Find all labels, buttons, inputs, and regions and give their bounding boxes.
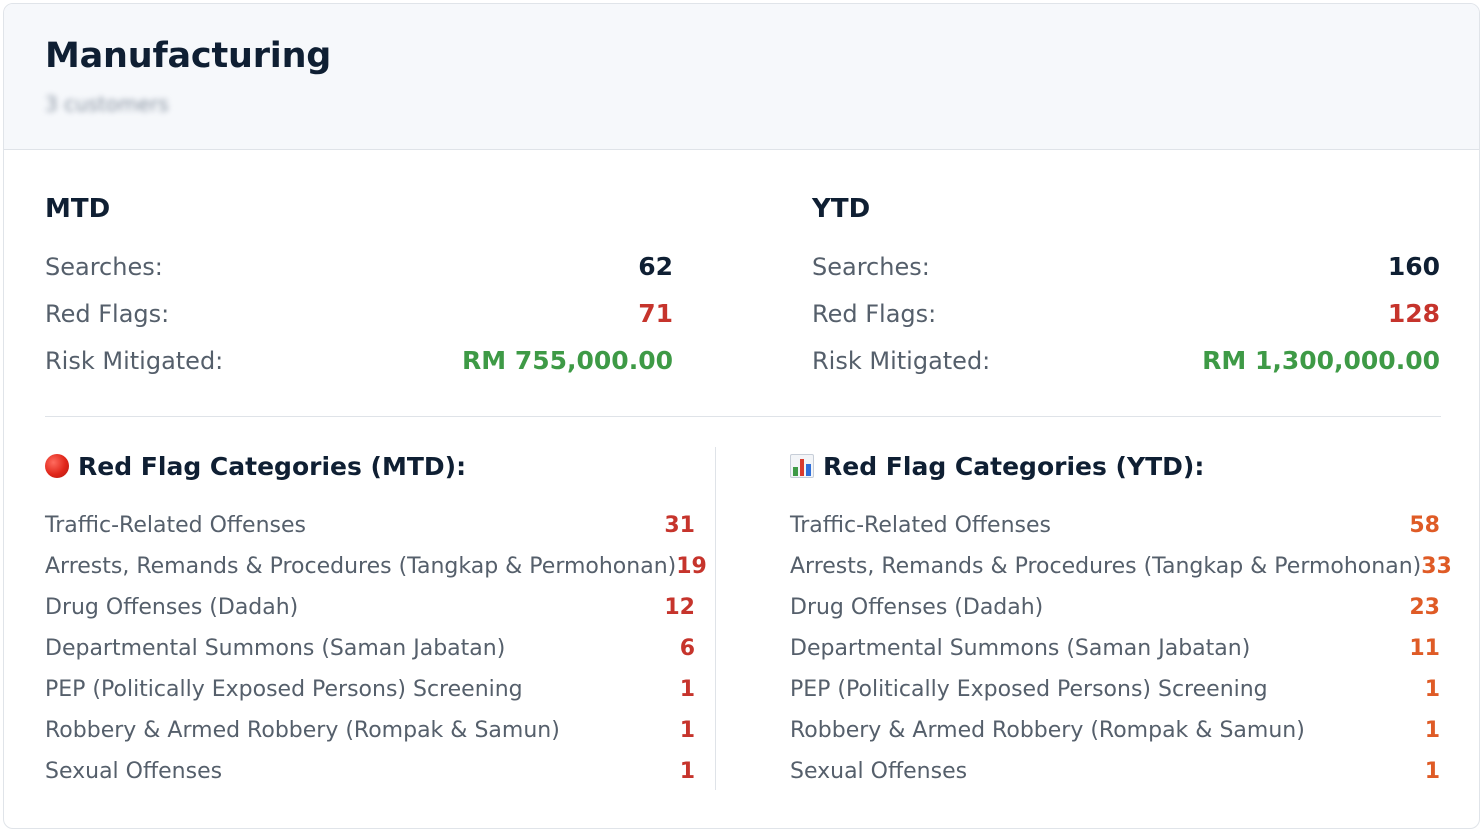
industry-card: Manufacturing 3 customers MTD Searches: … bbox=[3, 3, 1480, 829]
stat-label: Red Flags: bbox=[45, 299, 170, 328]
category-count: 1 bbox=[679, 718, 695, 743]
ytd-risk-mitigated-value: RM 1,300,000.00 bbox=[1202, 346, 1440, 375]
category-row: Traffic-Related Offenses 58 bbox=[790, 505, 1440, 546]
ytd-searches-value: 160 bbox=[1387, 252, 1440, 281]
bar-chart-icon bbox=[790, 454, 814, 478]
ytd-red-flags-value: 128 bbox=[1387, 299, 1440, 328]
mtd-risk-mitigated-value: RM 755,000.00 bbox=[462, 346, 673, 375]
category-label: Traffic-Related Offenses bbox=[790, 513, 1051, 538]
stat-label: Risk Mitigated: bbox=[812, 346, 991, 375]
card-header: Manufacturing 3 customers bbox=[4, 4, 1479, 150]
category-row: Arrests, Remands & Procedures (Tangkap &… bbox=[790, 546, 1452, 587]
category-label: Departmental Summons (Saman Jabatan) bbox=[790, 636, 1251, 661]
category-row: Sexual Offenses 1 bbox=[790, 751, 1440, 792]
category-count: 23 bbox=[1409, 595, 1440, 620]
ytd-risk-mitigated-row: Risk Mitigated: RM 1,300,000.00 bbox=[812, 337, 1440, 384]
category-count: 6 bbox=[679, 636, 695, 661]
ytd-categories-title: Red Flag Categories (YTD): bbox=[823, 451, 1205, 481]
card-subtitle-blurred: 3 customers bbox=[45, 92, 169, 116]
mtd-categories-title: Red Flag Categories (MTD): bbox=[78, 451, 467, 481]
category-count: 1 bbox=[1424, 759, 1440, 784]
column-divider bbox=[715, 447, 716, 790]
category-count: 19 bbox=[676, 554, 707, 579]
category-row: Departmental Summons (Saman Jabatan) 11 bbox=[790, 628, 1440, 669]
category-label: Sexual Offenses bbox=[790, 759, 968, 784]
category-count: 1 bbox=[1424, 677, 1440, 702]
ytd-heading: YTD bbox=[812, 194, 871, 224]
category-label: Sexual Offenses bbox=[45, 759, 223, 784]
category-label: Arrests, Remands & Procedures (Tangkap &… bbox=[790, 554, 1422, 579]
mtd-categories: Red Flag Categories (MTD): Traffic-Relat… bbox=[45, 448, 707, 792]
category-row: PEP (Politically Exposed Persons) Screen… bbox=[45, 669, 695, 710]
mtd-red-flags-row: Red Flags: 71 bbox=[45, 290, 673, 337]
category-row: Arrests, Remands & Procedures (Tangkap &… bbox=[45, 546, 707, 587]
section-divider bbox=[45, 416, 1441, 417]
mtd-stats: MTD Searches: 62 Red Flags: 71 Risk Miti… bbox=[45, 194, 673, 384]
ytd-stats: YTD Searches: 160 Red Flags: 128 Risk Mi… bbox=[812, 194, 1440, 384]
category-label: Traffic-Related Offenses bbox=[45, 513, 306, 538]
ytd-red-flags-row: Red Flags: 128 bbox=[812, 290, 1440, 337]
mtd-searches-value: 62 bbox=[638, 252, 673, 281]
category-label: PEP (Politically Exposed Persons) Screen… bbox=[45, 677, 523, 702]
category-label: Departmental Summons (Saman Jabatan) bbox=[45, 636, 506, 661]
stat-label: Searches: bbox=[812, 252, 930, 281]
category-row: Robbery & Armed Robbery (Rompak & Samun)… bbox=[45, 710, 695, 751]
category-row: Drug Offenses (Dadah) 23 bbox=[790, 587, 1440, 628]
red-circle-icon bbox=[45, 454, 69, 478]
category-label: Drug Offenses (Dadah) bbox=[790, 595, 1044, 620]
category-count: 1 bbox=[679, 677, 695, 702]
category-label: Robbery & Armed Robbery (Rompak & Samun) bbox=[790, 718, 1305, 743]
category-label: PEP (Politically Exposed Persons) Screen… bbox=[790, 677, 1268, 702]
mtd-red-flags-value: 71 bbox=[638, 299, 673, 328]
stat-label: Searches: bbox=[45, 252, 163, 281]
stat-label: Risk Mitigated: bbox=[45, 346, 224, 375]
ytd-categories: Red Flag Categories (YTD): Traffic-Relat… bbox=[790, 448, 1452, 792]
card-title: Manufacturing bbox=[45, 36, 332, 76]
mtd-risk-mitigated-row: Risk Mitigated: RM 755,000.00 bbox=[45, 337, 673, 384]
ytd-searches-row: Searches: 160 bbox=[812, 243, 1440, 290]
category-count: 1 bbox=[1424, 718, 1440, 743]
category-count: 31 bbox=[664, 513, 695, 538]
category-row: PEP (Politically Exposed Persons) Screen… bbox=[790, 669, 1440, 710]
category-count: 1 bbox=[679, 759, 695, 784]
category-row: Departmental Summons (Saman Jabatan) 6 bbox=[45, 628, 695, 669]
ytd-categories-heading: Red Flag Categories (YTD): bbox=[790, 448, 1440, 484]
category-label: Drug Offenses (Dadah) bbox=[45, 595, 299, 620]
mtd-categories-heading: Red Flag Categories (MTD): bbox=[45, 448, 695, 484]
category-label: Robbery & Armed Robbery (Rompak & Samun) bbox=[45, 718, 560, 743]
category-count: 11 bbox=[1409, 636, 1440, 661]
category-row: Drug Offenses (Dadah) 12 bbox=[45, 587, 695, 628]
stat-label: Red Flags: bbox=[812, 299, 937, 328]
category-count: 58 bbox=[1409, 513, 1440, 538]
category-label: Arrests, Remands & Procedures (Tangkap &… bbox=[45, 554, 677, 579]
category-row: Traffic-Related Offenses 31 bbox=[45, 505, 695, 546]
mtd-searches-row: Searches: 62 bbox=[45, 243, 673, 290]
category-row: Robbery & Armed Robbery (Rompak & Samun)… bbox=[790, 710, 1440, 751]
category-count: 12 bbox=[664, 595, 695, 620]
mtd-heading: MTD bbox=[45, 194, 111, 224]
category-count: 33 bbox=[1421, 554, 1452, 579]
category-row: Sexual Offenses 1 bbox=[45, 751, 695, 792]
